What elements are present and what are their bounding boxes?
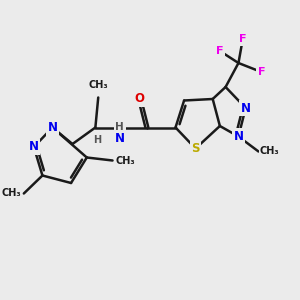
Text: N: N [241,101,250,115]
Text: CH₃: CH₃ [1,188,21,199]
Text: CH₃: CH₃ [116,155,135,166]
Text: N: N [47,121,57,134]
Text: H: H [93,135,101,145]
Text: F: F [258,67,265,77]
Text: O: O [135,92,145,106]
Text: N: N [233,130,244,143]
Text: N: N [29,140,39,154]
Text: CH₃: CH₃ [260,146,280,157]
Text: F: F [239,34,247,44]
Text: N: N [115,132,125,146]
Text: H: H [115,122,124,133]
Text: F: F [216,46,224,56]
Text: S: S [191,142,200,155]
Text: CH₃: CH₃ [88,80,108,90]
